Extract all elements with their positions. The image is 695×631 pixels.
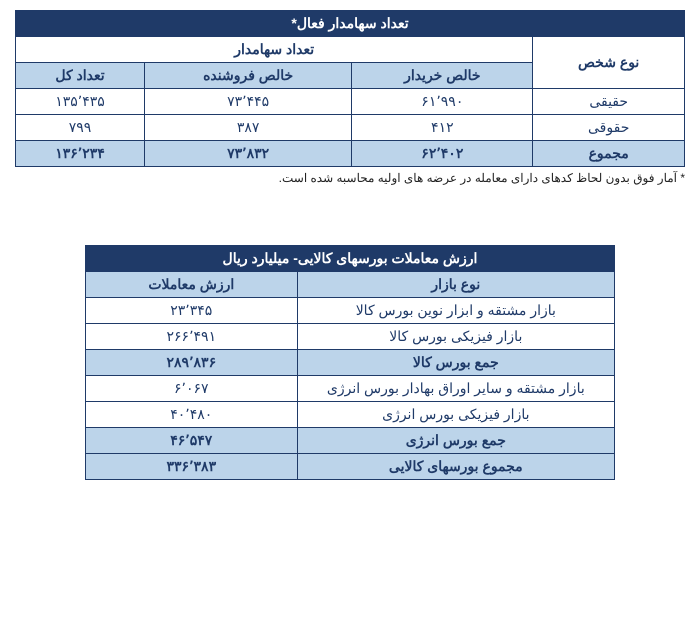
cell-type: مجموع bbox=[533, 141, 685, 167]
table-row: بازار مشتقه و ابزار نوین بورس کالا۲۳٬۳۴۵ bbox=[86, 298, 615, 324]
col-buyer: خالص خریدار bbox=[352, 63, 533, 89]
col-market-type: نوع بازار bbox=[297, 272, 614, 298]
cell-value: ۴۰٬۴۸۰ bbox=[86, 402, 298, 428]
cell-value: ۴۶٬۵۴۷ bbox=[86, 428, 298, 454]
active-shareholders-table: تعداد سهامدار فعال* نوع شخص تعداد سهامدا… bbox=[15, 10, 685, 167]
cell-total: ۱۳۶٬۲۳۴ bbox=[16, 141, 145, 167]
cell-market: مجموع بورسهای کالایی bbox=[297, 454, 614, 480]
col-person-type: نوع شخص bbox=[533, 37, 685, 89]
cell-seller: ۳۸۷ bbox=[144, 115, 351, 141]
footnote: * آمار فوق بدون لحاظ کدهای دارای معامله … bbox=[15, 171, 685, 185]
cell-market: بازار فیزیکی بورس انرژی bbox=[297, 402, 614, 428]
cell-value: ۲۶۶٬۴۹۱ bbox=[86, 324, 298, 350]
cell-value: ۶٬۰۶۷ bbox=[86, 376, 298, 402]
cell-value: ۳۳۶٬۳۸۳ bbox=[86, 454, 298, 480]
cell-market: بازار مشتقه و ابزار نوین بورس کالا bbox=[297, 298, 614, 324]
table-row: بازار فیزیکی بورس انرژی۴۰٬۴۸۰ bbox=[86, 402, 615, 428]
cell-buyer: ۴۱۲ bbox=[352, 115, 533, 141]
cell-market: بازار فیزیکی بورس کالا bbox=[297, 324, 614, 350]
table-row: حقوقی ۴۱۲ ۳۸۷ ۷۹۹ bbox=[16, 115, 685, 141]
table-row: حقیقی ۶۱٬۹۹۰ ۷۳٬۴۴۵ ۱۳۵٬۴۳۵ bbox=[16, 89, 685, 115]
table1-title: تعداد سهامدار فعال* bbox=[16, 11, 685, 37]
cell-type: حقوقی bbox=[533, 115, 685, 141]
cell-value: ۲۳٬۳۴۵ bbox=[86, 298, 298, 324]
col-group-shareholders: تعداد سهامدار bbox=[16, 37, 533, 63]
cell-total: ۱۳۵٬۴۳۵ bbox=[16, 89, 145, 115]
cell-market: جمع بورس انرژی bbox=[297, 428, 614, 454]
commodity-exchange-table: ارزش معاملات بورسهای کالایی- میلیارد ریا… bbox=[85, 245, 615, 480]
cell-market: بازار مشتقه و سایر اوراق بهادار بورس انر… bbox=[297, 376, 614, 402]
table-row-sum: جمع بورس کالا۲۸۹٬۸۳۶ bbox=[86, 350, 615, 376]
cell-type: حقیقی bbox=[533, 89, 685, 115]
cell-seller: ۷۳٬۴۴۵ bbox=[144, 89, 351, 115]
table-row: بازار مشتقه و سایر اوراق بهادار بورس انر… bbox=[86, 376, 615, 402]
cell-buyer: ۶۲٬۴۰۲ bbox=[352, 141, 533, 167]
col-total: تعداد کل bbox=[16, 63, 145, 89]
cell-seller: ۷۳٬۸۳۲ bbox=[144, 141, 351, 167]
table2-title: ارزش معاملات بورسهای کالایی- میلیارد ریا… bbox=[86, 246, 615, 272]
table-row-sum: مجموع ۶۲٬۴۰۲ ۷۳٬۸۳۲ ۱۳۶٬۲۳۴ bbox=[16, 141, 685, 167]
cell-total: ۷۹۹ bbox=[16, 115, 145, 141]
col-value: ارزش معاملات bbox=[86, 272, 298, 298]
cell-market: جمع بورس کالا bbox=[297, 350, 614, 376]
table-row-sum: مجموع بورسهای کالایی۳۳۶٬۳۸۳ bbox=[86, 454, 615, 480]
cell-value: ۲۸۹٬۸۳۶ bbox=[86, 350, 298, 376]
table-row: بازار فیزیکی بورس کالا۲۶۶٬۴۹۱ bbox=[86, 324, 615, 350]
col-seller: خالص فروشنده bbox=[144, 63, 351, 89]
cell-buyer: ۶۱٬۹۹۰ bbox=[352, 89, 533, 115]
table-row-sum: جمع بورس انرژی۴۶٬۵۴۷ bbox=[86, 428, 615, 454]
